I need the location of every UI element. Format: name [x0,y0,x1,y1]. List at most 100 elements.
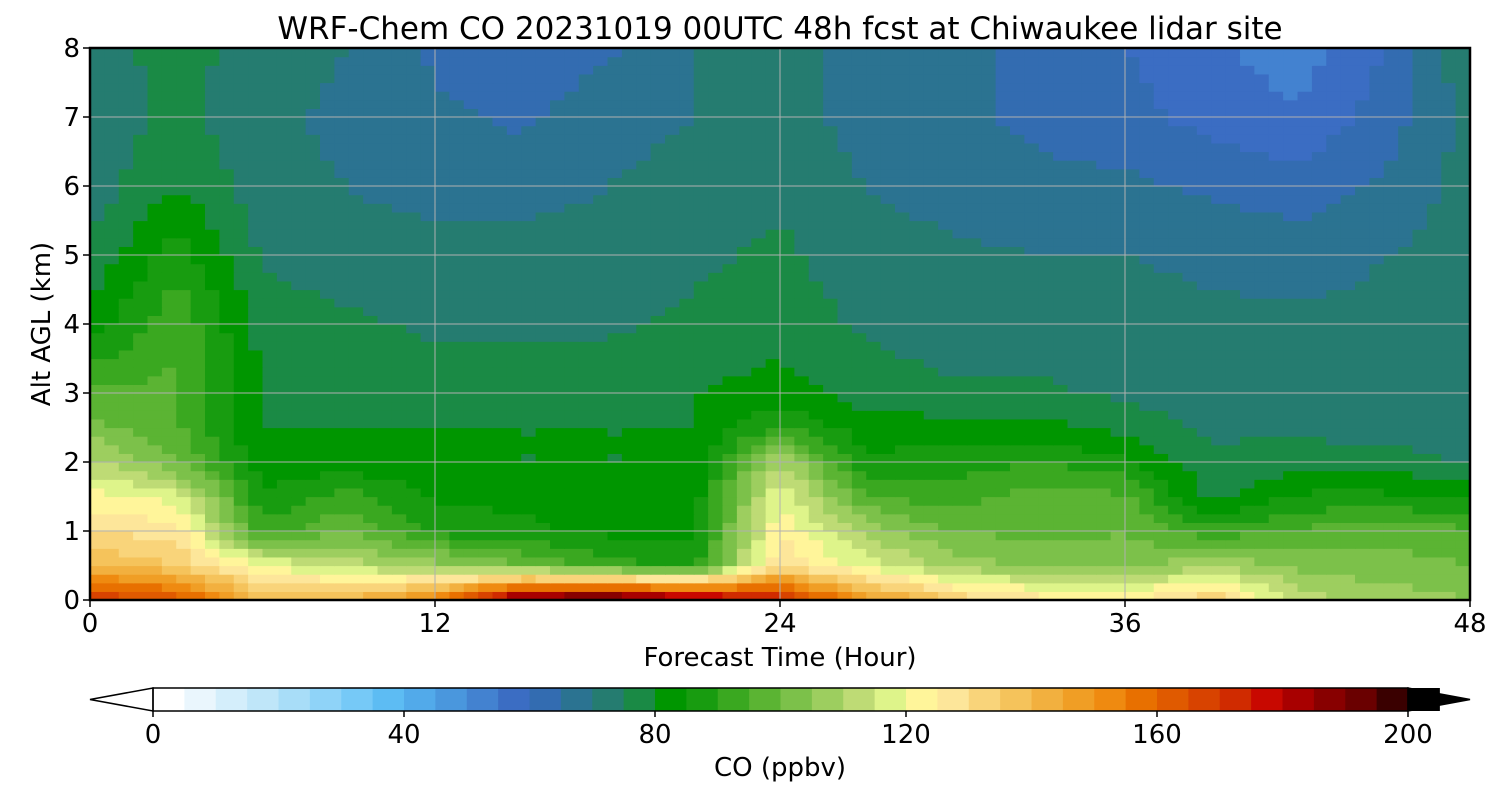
co-cell [506,246,522,256]
co-cell [1311,393,1327,403]
co-cell [406,332,422,342]
co-cell [320,418,335,429]
co-cell [1240,367,1255,377]
co-cell [995,151,1011,161]
co-cell [981,496,997,506]
co-cell [636,289,652,299]
co-cell [1283,591,1299,601]
co-cell [1081,315,1097,325]
co-cell [1153,160,1169,170]
co-cell [1283,203,1299,213]
co-cell [133,513,149,523]
co-cell [1426,306,1442,316]
co-cell [679,177,695,187]
co-cell [1153,496,1169,506]
co-cell [348,444,364,454]
co-cell [1168,160,1184,170]
co-cell [1412,177,1428,187]
co-cell [1168,246,1184,256]
co-cell [147,582,163,592]
co-cell [1268,324,1284,334]
co-cell [593,384,609,394]
co-cell [636,548,652,558]
co-cell [952,513,968,523]
co-cell [1110,591,1126,601]
co-cell [147,306,163,316]
co-cell [1081,246,1097,256]
co-cell [248,341,264,351]
co-cell [1455,298,1471,308]
co-cell [176,531,192,541]
co-cell [391,289,407,299]
co-cell [406,289,422,299]
co-cell [1053,410,1069,420]
co-cell [435,367,450,377]
co-cell [506,220,522,230]
co-cell [190,453,206,463]
co-cell [708,211,724,222]
co-cell [1153,487,1169,498]
co-cell [1441,582,1457,592]
co-cell [305,349,321,360]
co-cell [1067,289,1083,299]
co-cell [1383,160,1399,170]
co-cell [1038,401,1054,411]
co-cell [1340,522,1356,532]
co-cell [895,556,910,567]
co-cell [449,401,465,411]
co-cell [578,255,594,265]
co-cell [981,556,997,567]
co-cell [966,203,982,213]
co-cell [621,496,637,506]
co-cell [708,160,724,170]
co-cell [535,220,551,230]
co-cell [808,513,824,523]
co-cell [1139,280,1155,291]
co-cell [1455,237,1471,247]
co-cell [1326,341,1342,351]
co-cell [1455,582,1471,592]
co-cell [1455,324,1471,334]
co-cell [118,591,134,601]
co-cell [708,531,724,541]
co-cell [377,289,393,299]
co-cell [1441,591,1457,601]
co-cell [233,194,249,204]
co-cell [276,194,292,204]
co-cell [90,531,105,541]
co-cell [291,324,307,334]
co-cell [708,505,724,515]
co-cell [320,289,335,299]
co-cell [147,229,163,239]
co-cell [506,289,522,299]
co-cell [478,427,494,437]
co-cell [578,487,594,498]
co-cell [147,298,163,308]
co-cell [262,444,278,454]
co-cell [736,306,752,316]
co-cell [593,453,609,463]
co-cell [1038,393,1054,403]
co-cell [1067,427,1083,437]
co-cell [966,349,982,360]
co-cell [1398,479,1414,489]
co-cell [550,358,565,368]
co-cell [938,444,954,454]
co-cell [1196,194,1212,204]
co-cell [176,496,192,506]
co-cell [233,531,249,541]
co-cell [291,194,307,204]
co-cell [521,479,537,489]
co-cell [564,324,580,334]
co-cell [377,479,393,489]
co-cell [1383,479,1399,489]
co-cell [895,186,910,196]
co-cell [305,453,321,463]
co-cell [1254,229,1270,239]
co-cell [1326,582,1342,592]
co-cell [219,289,235,299]
co-cell [708,298,724,308]
co-cell [923,160,939,170]
co-cell [521,367,537,377]
co-cell [1426,160,1442,170]
